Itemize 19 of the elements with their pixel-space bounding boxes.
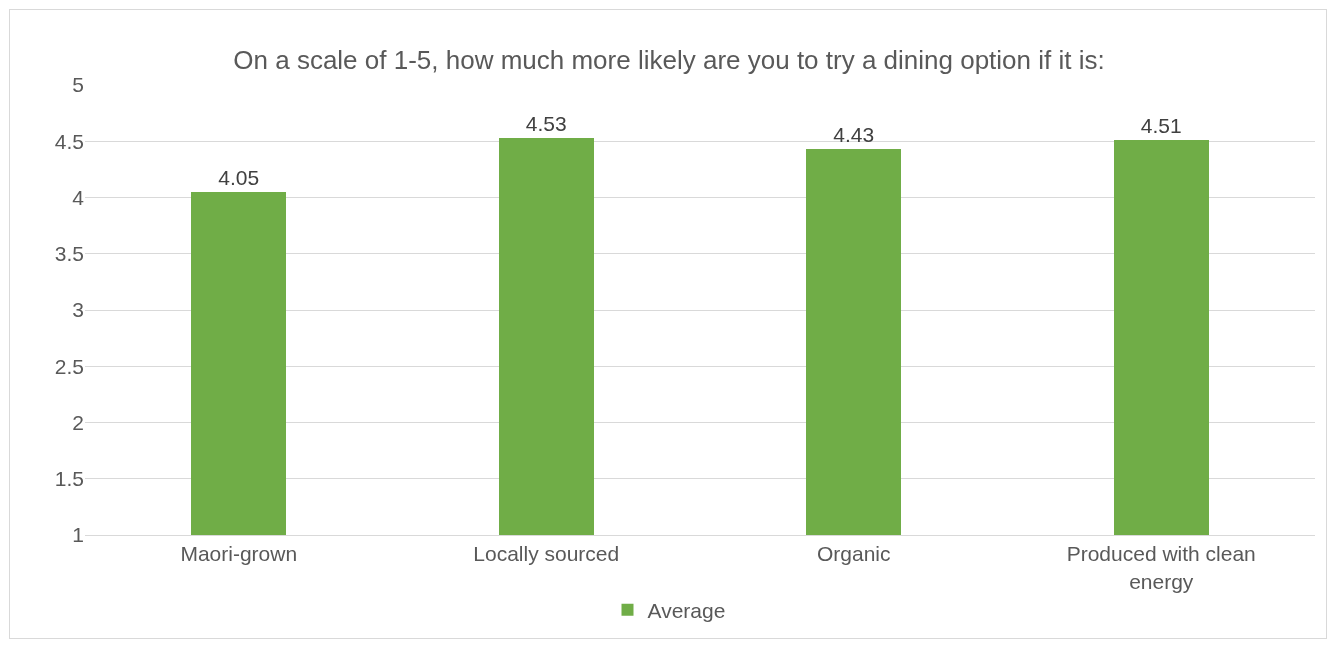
x-tick-label: Maori-grown xyxy=(180,542,298,566)
data-label: 4.53 xyxy=(525,111,567,135)
y-tick-label: 4 xyxy=(72,185,85,209)
chart-title: On a scale of 1-5, how much more likely are you to try a dining option if it is: xyxy=(233,45,1105,76)
y-tick-label: 4.5 xyxy=(54,129,84,153)
y-tick-label: 3.5 xyxy=(54,242,84,266)
x-tick-label: Locally sourced xyxy=(473,542,620,566)
y-tick-label: 5 xyxy=(72,73,84,97)
x-tick-label: Produced with clean energy xyxy=(1066,542,1256,593)
data-label: 4.43 xyxy=(833,123,875,147)
y-tick-label: 2.5 xyxy=(54,354,84,378)
legend-label: Average xyxy=(647,598,726,622)
y-tick-label: 2 xyxy=(72,410,84,434)
y-tick-label: 1 xyxy=(72,523,84,547)
data-label: 4.51 xyxy=(1140,114,1182,138)
y-tick-label: 1.5 xyxy=(54,467,84,491)
y-tick-label: 3 xyxy=(72,298,84,322)
data-label: 4.05 xyxy=(218,165,260,189)
x-tick-label: Organic xyxy=(816,542,891,566)
